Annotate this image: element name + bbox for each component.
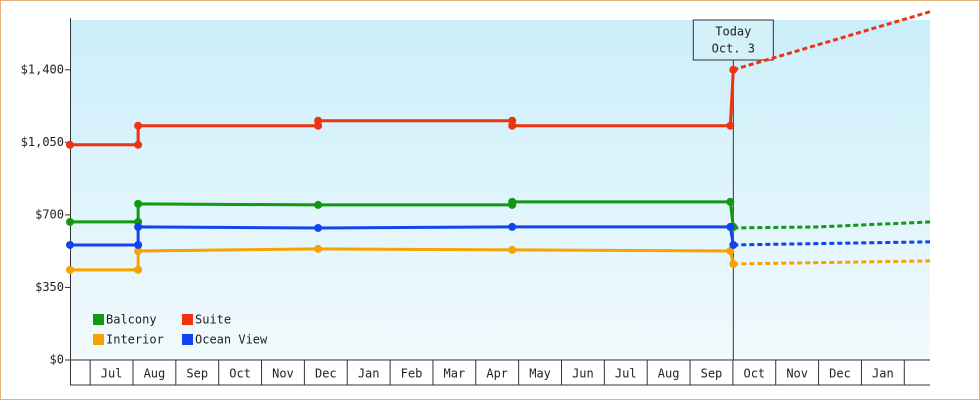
legend-label: Balcony xyxy=(106,313,157,327)
forecast-line xyxy=(732,10,931,72)
x-tick-label: Nov xyxy=(272,367,294,381)
x-tick-label: Mar xyxy=(444,367,466,381)
x-tick-label: Jul xyxy=(615,367,637,381)
point xyxy=(66,217,74,226)
x-tick-label: Sep xyxy=(186,367,208,381)
x-tick-label: Jun xyxy=(572,367,594,381)
legend-label: Ocean View xyxy=(195,333,268,347)
point xyxy=(314,244,323,253)
forecast-line xyxy=(733,240,931,247)
today-box xyxy=(692,19,774,61)
x-tick-label: Sep xyxy=(701,367,723,381)
x-tick-label: Apr xyxy=(486,367,508,381)
x-tick-label: Dec xyxy=(829,367,851,381)
point xyxy=(726,197,735,206)
point xyxy=(508,222,517,231)
point xyxy=(314,200,323,209)
point xyxy=(508,121,517,130)
today-date: Oct. 3 xyxy=(712,42,755,56)
legend-label: Interior xyxy=(106,333,164,347)
legend-swatch xyxy=(182,334,193,345)
x-tick-label: Aug xyxy=(658,367,680,381)
point xyxy=(726,246,735,255)
point xyxy=(314,223,323,232)
x-tick-label: Nov xyxy=(786,367,808,381)
legend-swatch xyxy=(182,314,193,325)
x-tick-label: Oct xyxy=(743,367,765,381)
point xyxy=(134,140,143,149)
x-tick-label: May xyxy=(529,367,551,381)
point xyxy=(314,116,323,125)
legend-swatch xyxy=(93,314,104,325)
x-tick-label: Jan xyxy=(872,367,894,381)
point xyxy=(729,65,738,74)
forecast-line xyxy=(733,259,931,266)
y-tick-label: $700 xyxy=(35,207,64,221)
x-tick-label: Jan xyxy=(358,367,380,381)
point xyxy=(134,265,143,274)
point xyxy=(66,265,74,274)
point xyxy=(729,260,738,269)
point xyxy=(726,222,735,231)
point xyxy=(134,199,143,208)
x-tick-label: Aug xyxy=(144,367,166,381)
point xyxy=(134,121,143,130)
x-tick-label: Feb xyxy=(401,367,423,381)
y-tick-label: $1,050 xyxy=(21,135,64,149)
point xyxy=(134,240,143,249)
point xyxy=(508,197,517,206)
point xyxy=(66,140,74,149)
point xyxy=(134,246,143,255)
y-tick-label: $1,400 xyxy=(21,62,64,76)
x-tick-label: Jul xyxy=(101,367,123,381)
x-tick-label: Oct xyxy=(229,367,251,381)
point xyxy=(729,240,738,249)
point xyxy=(508,245,517,254)
point xyxy=(66,240,74,249)
point xyxy=(726,121,735,130)
legend-swatch xyxy=(93,334,104,345)
legend-label: Suite xyxy=(195,313,231,327)
point xyxy=(134,222,143,231)
today-label: Today xyxy=(715,25,751,39)
x-tick-label: Dec xyxy=(315,367,337,381)
y-tick-label: $0 xyxy=(50,353,64,367)
y-tick-label: $350 xyxy=(35,280,64,294)
forecast-line xyxy=(733,220,931,230)
plot-area xyxy=(70,20,930,360)
